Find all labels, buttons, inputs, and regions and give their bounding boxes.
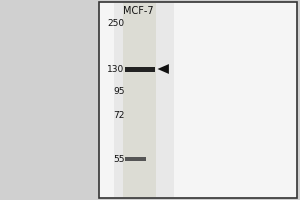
Text: MCF-7: MCF-7 (123, 6, 153, 16)
Polygon shape (158, 64, 169, 74)
Bar (99, 2, 297, 198)
Bar (124, 67, 154, 72)
Bar (124, 157, 146, 161)
Text: 72: 72 (113, 112, 124, 120)
Text: 130: 130 (107, 66, 124, 74)
Text: 250: 250 (107, 20, 124, 28)
Text: 95: 95 (113, 88, 124, 97)
Bar (114, 3, 174, 197)
Bar (123, 3, 156, 197)
Text: 55: 55 (113, 156, 124, 164)
